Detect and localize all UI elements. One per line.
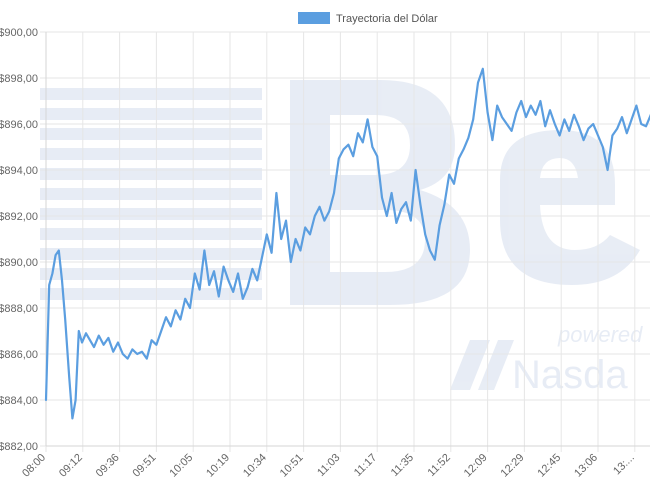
watermark-logo: powered Nasda: [40, 80, 643, 397]
x-tick-label: 11:17: [352, 452, 379, 479]
x-tick-label: 11:03: [315, 452, 342, 479]
x-tick-label: 09:36: [94, 452, 122, 480]
x-tick-label: 12:29: [499, 452, 527, 480]
y-tick-label: $892,00: [0, 211, 38, 223]
legend-swatch[interactable]: [298, 12, 330, 24]
legend-label[interactable]: Trayectoria del Dólar: [336, 13, 438, 25]
x-tick-label: 09:12: [57, 452, 85, 480]
series-line: [44, 67, 650, 420]
x-tick-label: 10:34: [241, 452, 269, 480]
series-layer: [44, 67, 650, 420]
x-tick-label: 10:05: [167, 452, 195, 480]
x-tick-label: 11:52: [426, 452, 453, 479]
y-tick-label: $884,00: [0, 395, 38, 407]
x-tick-label: 09:51: [131, 452, 159, 480]
svg-text:Nasda: Nasda: [512, 353, 628, 397]
x-tick-label: 10:19: [204, 452, 232, 480]
chart-grid: [40, 31, 650, 452]
x-tick-label: 08:00: [20, 452, 48, 480]
y-tick-label: $890,00: [0, 257, 38, 269]
x-tick-label: 10:51: [278, 452, 306, 480]
y-tick-label: $888,00: [0, 303, 38, 315]
x-tick-label: 12:45: [535, 452, 563, 480]
y-axis: $900,00 $898,00 $896,00 $894,00 $892,00 $890,…: [0, 27, 38, 453]
x-tick-label: 13:...: [611, 452, 637, 478]
y-tick-label: $900,00: [0, 27, 38, 39]
x-axis: 08:00 09:12 09:36 09:51 10:05 10:19 10:34 10:51…: [20, 452, 637, 480]
y-tick-label: $898,00: [0, 73, 38, 85]
x-tick-label: 13:06: [572, 452, 600, 480]
y-tick-label: $894,00: [0, 165, 38, 177]
x-tick-label: 11:35: [389, 452, 416, 479]
svg-text:powered: powered: [557, 322, 643, 347]
y-tick-label: $886,00: [0, 349, 38, 361]
legend[interactable]: Trayectoria del Dólar: [298, 12, 438, 25]
y-tick-label: $896,00: [0, 119, 38, 131]
x-tick-label: 12:09: [462, 452, 490, 480]
y-tick-label: $882,00: [0, 441, 38, 453]
